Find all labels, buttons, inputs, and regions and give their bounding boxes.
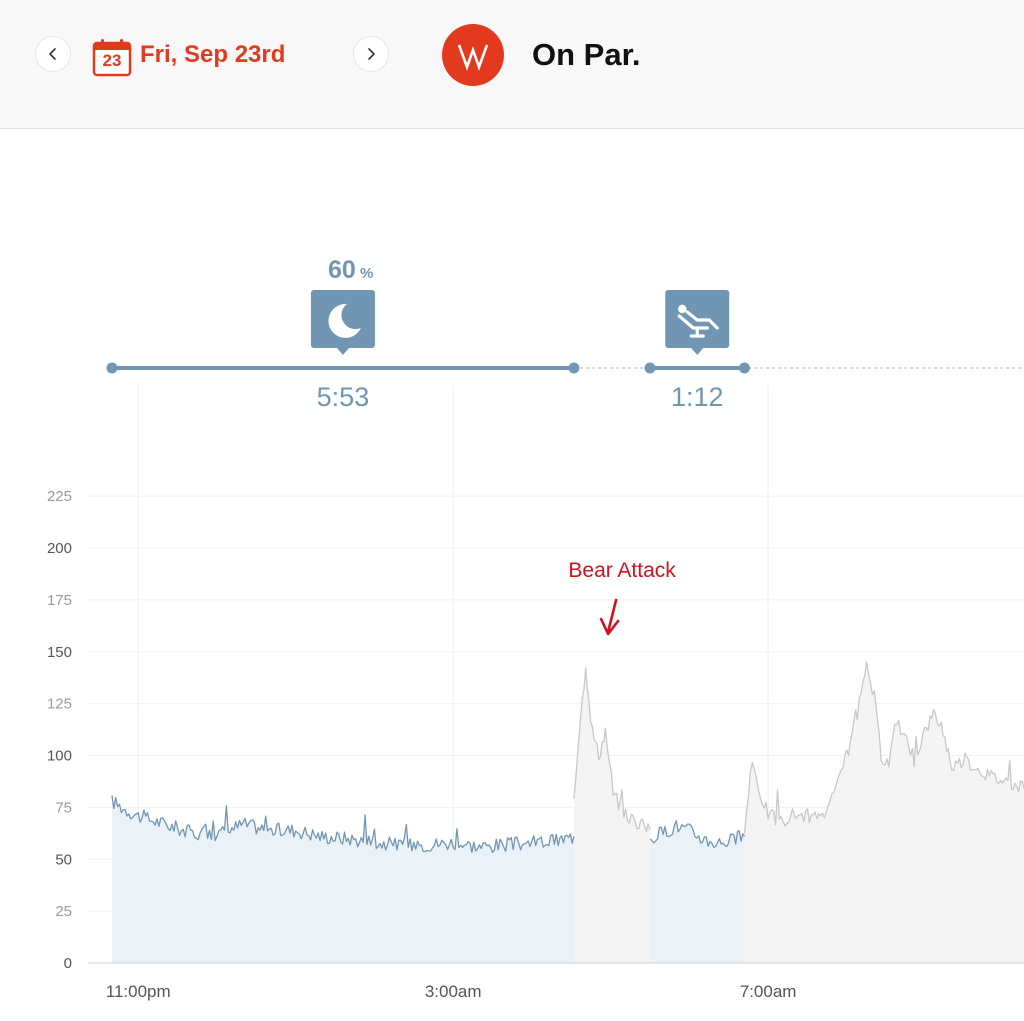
sleep-heart-rate-line [649, 820, 746, 849]
chair-seat [677, 314, 709, 330]
awake-area [744, 662, 1024, 963]
recline-chair-icon [677, 304, 719, 338]
chart-axes: 0 25 50 75 100 125 150 175 200 225 11:00pm 3:00am 7:… [47, 488, 1024, 1001]
calendar-icon[interactable]: 23 [92, 37, 132, 77]
header: 23 Fri, Sep 23rd On Par. [0, 0, 1024, 129]
next-day-button[interactable] [353, 36, 389, 72]
annotation-arrow-shaft [606, 598, 618, 634]
chart-lines [111, 661, 1024, 854]
y-tick-label: 225 [47, 488, 72, 505]
chart-area [112, 662, 1024, 963]
sleep-area [112, 795, 574, 963]
activity-end-dot [568, 362, 580, 374]
y-tick-label: 0 [64, 955, 72, 972]
activity-end-dot [738, 362, 750, 374]
y-tick-label: 125 [47, 696, 72, 713]
heart-rate-chart: 0 25 50 75 100 125 150 175 200 225 11:00pm 3:00am 7:… [47, 256, 1024, 1001]
sleep-heart-rate-line [111, 795, 575, 854]
y-tick-label: 75 [55, 799, 72, 816]
activity-icon-tile [665, 290, 730, 355]
chevron-left-icon [49, 48, 56, 60]
y-tick-label: 150 [47, 644, 72, 661]
x-tick-label: 3:00am [425, 982, 482, 1001]
annotation-arrow-head [599, 617, 620, 636]
chair-head [678, 304, 687, 314]
y-tick-label: 175 [47, 592, 72, 609]
current-date[interactable]: Fri, Sep 23rd [140, 41, 286, 68]
activity-bar: 60 % 5:53 1:12 [106, 256, 1024, 412]
activity-duration: 1:12 [671, 382, 724, 412]
y-tick-label: 200 [47, 540, 72, 557]
x-tick-label: 11:00pm [106, 982, 171, 1001]
activity-start-dot [644, 362, 656, 374]
awake-heart-rate-line [743, 661, 1024, 834]
chair-body [685, 310, 719, 330]
sleep-percent-unit: % [360, 265, 373, 282]
previous-day-button[interactable] [35, 36, 71, 72]
chevron-right-icon [368, 48, 375, 60]
y-tick-label: 25 [55, 903, 72, 920]
awake-area [573, 668, 650, 963]
activity-duration: 5:53 [317, 382, 370, 412]
whoop-logo-icon [442, 24, 504, 86]
y-tick-label: 50 [55, 851, 72, 868]
sleep-area [650, 820, 745, 963]
awake-heart-rate-line [573, 667, 651, 832]
annotation-layer: Bear Attack [568, 559, 676, 636]
annotation-label: Bear Attack [568, 559, 676, 582]
calendar-day: 23 [102, 51, 122, 70]
chair-base [689, 327, 705, 338]
x-tick-label: 7:00am [740, 982, 797, 1001]
page-title: On Par. [532, 37, 641, 72]
sleep-percent: 60 [328, 256, 356, 284]
activity-start-dot [106, 362, 118, 374]
moon-icon [328, 303, 361, 338]
y-tick-label: 100 [47, 748, 72, 765]
